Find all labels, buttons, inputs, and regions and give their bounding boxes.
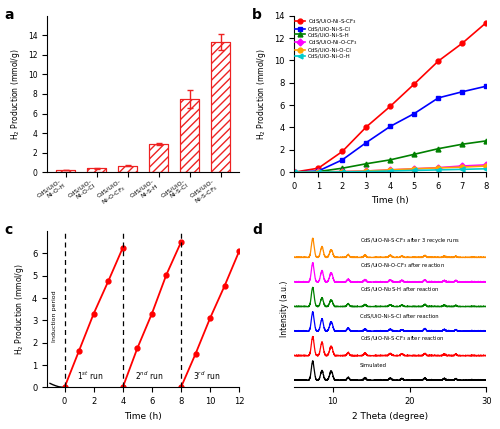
CdS/UiO-Ni-S-H: [292, 169, 298, 175]
Line: CdS/UiO-Ni-O-Cl: CdS/UiO-Ni-O-Cl: [292, 163, 489, 175]
Bar: [87, 168, 106, 172]
CdS/UiO-Ni-S-CF$_3$: [292, 169, 298, 175]
Line: CdS/UiO-Ni-S-Cl: CdS/UiO-Ni-S-Cl: [292, 84, 489, 175]
CdS/UiO-Ni-O-CF$_3$: [340, 169, 345, 174]
Bar: [149, 144, 168, 172]
CdS/UiO-Ni-S-H: [388, 157, 394, 163]
CdS/UiO-Ni-S-Cl: [436, 95, 442, 100]
CdS/UiO-Ni-O-Cl: [292, 169, 298, 175]
X-axis label: 2 Theta (degree): 2 Theta (degree): [352, 412, 428, 421]
CdS/UiO-Ni-O-H: [388, 169, 394, 174]
Text: CdS/UiO-Ni$_2$S-H after reaction: CdS/UiO-Ni$_2$S-H after reaction: [360, 286, 439, 294]
CdS/UiO-Ni-S-H: [460, 142, 466, 147]
CdS/UiO-Ni-S-Cl: [412, 111, 418, 116]
CdS/UiO-Ni-O-H: [364, 169, 370, 174]
Legend: CdS/UiO-Ni-S-CF$_3$, CdS/UiO-Ni-S-Cl, CdS/UiO-Ni-S-H, CdS/UiO-Ni-O-CF$_3$, CdS/U: CdS/UiO-Ni-S-CF$_3$, CdS/UiO-Ni-S-Cl, Cd…: [296, 17, 358, 59]
X-axis label: Time (h): Time (h): [124, 412, 162, 421]
Bar: [211, 42, 230, 172]
CdS/UiO-Ni-O-H: [292, 169, 298, 175]
CdS/UiO-Ni-S-CF$_3$: [460, 41, 466, 46]
Text: 3$^{rd}$ run: 3$^{rd}$ run: [194, 369, 221, 382]
CdS/UiO-Ni-O-H: [412, 168, 418, 173]
CdS/UiO-Ni-O-CF$_3$: [388, 167, 394, 172]
Bar: [56, 170, 76, 172]
CdS/UiO-Ni-S-CF$_3$: [484, 20, 490, 25]
Text: Simulated: Simulated: [360, 363, 386, 368]
CdS/UiO-Ni-S-CF$_3$: [364, 124, 370, 130]
Bar: [149, 144, 168, 172]
Text: a: a: [5, 8, 15, 22]
CdS/UiO-Ni-S-H: [316, 169, 322, 174]
CdS/UiO-Ni-S-Cl: [364, 140, 370, 145]
CdS/UiO-Ni-O-Cl: [364, 169, 370, 174]
CdS/UiO-Ni-O-H: [340, 169, 345, 175]
CdS/UiO-Ni-S-Cl: [388, 124, 394, 129]
CdS/UiO-Ni-O-H: [484, 166, 490, 171]
CdS/UiO-Ni-S-H: [484, 138, 490, 143]
CdS/UiO-Ni-O-Cl: [340, 169, 345, 174]
CdS/UiO-Ni-O-Cl: [388, 167, 394, 172]
CdS/UiO-Ni-O-CF$_3$: [436, 165, 442, 170]
Text: Induction period: Induction period: [52, 290, 57, 342]
Line: CdS/UiO-Ni-O-CF$_3$: CdS/UiO-Ni-O-CF$_3$: [292, 163, 489, 175]
Text: CdS/UiO-Ni-S-Cl after reaction: CdS/UiO-Ni-S-Cl after reaction: [360, 314, 438, 319]
Text: 2$^{nd}$ run: 2$^{nd}$ run: [134, 369, 163, 382]
CdS/UiO-Ni-S-Cl: [292, 169, 298, 175]
CdS/UiO-Ni-O-Cl: [316, 169, 322, 175]
CdS/UiO-Ni-O-CF$_3$: [484, 162, 490, 167]
CdS/UiO-Ni-O-Cl: [484, 163, 490, 169]
CdS/UiO-Ni-S-H: [364, 161, 370, 166]
Bar: [180, 99, 199, 172]
Y-axis label: Intensity (a.u.): Intensity (a.u.): [280, 281, 288, 338]
CdS/UiO-Ni-S-H: [340, 166, 345, 171]
Y-axis label: H$_2$ Production (mmol/g): H$_2$ Production (mmol/g): [256, 48, 268, 140]
Text: CdS/UiO-Ni-S-CF$_3$ after reaction: CdS/UiO-Ni-S-CF$_3$ after reaction: [360, 335, 444, 344]
CdS/UiO-Ni-O-H: [460, 167, 466, 172]
Bar: [56, 170, 76, 172]
CdS/UiO-Ni-O-CF$_3$: [316, 169, 322, 175]
Text: b: b: [252, 8, 262, 22]
CdS/UiO-Ni-S-CF$_3$: [316, 166, 322, 171]
CdS/UiO-Ni-S-H: [412, 152, 418, 157]
CdS/UiO-Ni-S-CF$_3$: [412, 82, 418, 87]
CdS/UiO-Ni-O-CF$_3$: [292, 169, 298, 175]
Text: CdS/UiO-Ni-S-CF$_3$ after 3 recycle runs: CdS/UiO-Ni-S-CF$_3$ after 3 recycle runs: [360, 236, 460, 245]
CdS/UiO-Ni-S-CF$_3$: [340, 149, 345, 154]
CdS/UiO-Ni-S-H: [436, 146, 442, 151]
CdS/UiO-Ni-O-CF$_3$: [364, 169, 370, 174]
CdS/UiO-Ni-S-Cl: [316, 169, 322, 174]
Bar: [118, 166, 137, 172]
CdS/UiO-Ni-O-Cl: [436, 165, 442, 170]
Text: c: c: [5, 223, 13, 237]
Bar: [211, 42, 230, 172]
CdS/UiO-Ni-S-Cl: [460, 89, 466, 94]
Y-axis label: H$_2$ Production (mmol/g): H$_2$ Production (mmol/g): [9, 48, 22, 140]
CdS/UiO-Ni-S-Cl: [340, 157, 345, 163]
CdS/UiO-Ni-S-CF$_3$: [388, 104, 394, 109]
Text: 1$^{st}$ run: 1$^{st}$ run: [78, 369, 104, 382]
CdS/UiO-Ni-S-Cl: [484, 84, 490, 89]
Line: CdS/UiO-Ni-S-CF$_3$: CdS/UiO-Ni-S-CF$_3$: [292, 20, 489, 175]
CdS/UiO-Ni-O-H: [316, 169, 322, 175]
Line: CdS/UiO-Ni-S-H: CdS/UiO-Ni-S-H: [292, 139, 489, 175]
Line: CdS/UiO-Ni-O-H: CdS/UiO-Ni-O-H: [292, 166, 489, 175]
CdS/UiO-Ni-O-Cl: [412, 166, 418, 171]
X-axis label: Time (h): Time (h): [372, 196, 409, 205]
Text: d: d: [252, 223, 262, 237]
Bar: [180, 99, 199, 172]
CdS/UiO-Ni-O-CF$_3$: [412, 166, 418, 171]
CdS/UiO-Ni-O-Cl: [460, 165, 466, 170]
CdS/UiO-Ni-S-CF$_3$: [436, 58, 442, 63]
CdS/UiO-Ni-O-H: [436, 167, 442, 172]
CdS/UiO-Ni-O-CF$_3$: [460, 163, 466, 169]
Bar: [118, 166, 137, 172]
Y-axis label: H$_2$ Production (mmol/g): H$_2$ Production (mmol/g): [14, 263, 26, 355]
Bar: [87, 168, 106, 172]
Text: CdS/UiO-Ni-O-CF$_3$ after reaction: CdS/UiO-Ni-O-CF$_3$ after reaction: [360, 261, 444, 270]
